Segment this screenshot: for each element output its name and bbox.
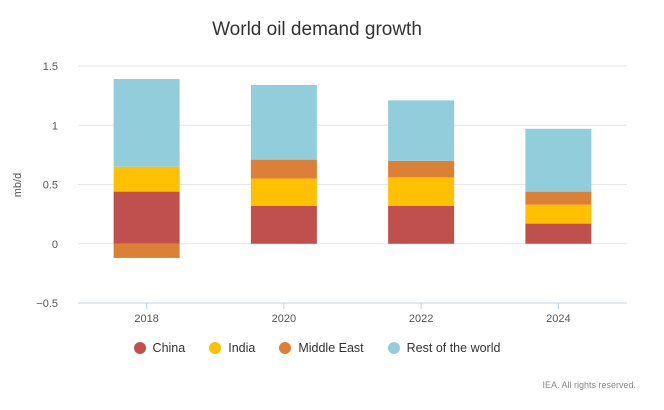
x-tick-label: 2020 — [272, 313, 296, 325]
y-tick-label: 0.5 — [43, 180, 58, 192]
x-tick-label: 2018 — [134, 313, 158, 325]
legend-item[interactable]: Middle East — [279, 341, 364, 355]
legend-item[interactable]: India — [209, 341, 255, 355]
legend-item[interactable]: Rest of the world — [387, 341, 501, 355]
y-tick-label: 1.5 — [43, 61, 58, 73]
chart-title: World oil demand growth — [212, 19, 422, 40]
y-axis-title: mb/d — [12, 173, 24, 197]
bar-china-2020 — [250, 205, 317, 244]
legend-swatch — [209, 342, 222, 354]
x-tick-label: 2022 — [409, 313, 433, 325]
bar-rest-of-the-world-2024 — [525, 128, 592, 192]
bar-india-2018 — [113, 166, 180, 192]
legend: China India Middle East Rest of the world — [0, 341, 634, 355]
bar-middle-east-2022 — [388, 160, 455, 178]
bar-india-2024 — [525, 204, 592, 224]
bar-rest-of-the-world-2018 — [113, 79, 180, 167]
bar-middle-east-2024 — [525, 191, 592, 205]
legend-swatch — [387, 342, 400, 354]
bar-middle-east-2018 — [113, 243, 180, 258]
bar-india-2022 — [388, 177, 455, 206]
bar-rest-of-the-world-2020 — [250, 84, 317, 160]
legend-label: Middle East — [298, 341, 364, 355]
y-tick-label: 0 — [52, 239, 58, 251]
legend-swatch — [279, 342, 292, 354]
bar-china-2024 — [525, 223, 592, 244]
legend-swatch — [133, 342, 146, 354]
bars — [113, 79, 592, 258]
bar-india-2020 — [250, 178, 317, 206]
legend-label: China — [152, 341, 186, 355]
source-note: IEA. All rights reserved. — [542, 380, 636, 390]
bar-rest-of-the-world-2022 — [388, 100, 455, 161]
x-tick-label: 2024 — [546, 313, 570, 325]
legend-item[interactable]: China — [133, 341, 186, 355]
legend-label: Rest of the world — [406, 341, 501, 355]
bar-middle-east-2020 — [250, 159, 317, 179]
bar-china-2018 — [113, 191, 180, 244]
y-tick-label: −0.5 — [36, 298, 58, 310]
axes: mb/d 1.5 1 0.5 0 −0.5 2018 2020 2022 2024 — [12, 61, 627, 325]
legend-label: India — [228, 341, 256, 355]
y-tick-label: 1 — [52, 120, 58, 132]
bar-china-2022 — [388, 205, 455, 244]
